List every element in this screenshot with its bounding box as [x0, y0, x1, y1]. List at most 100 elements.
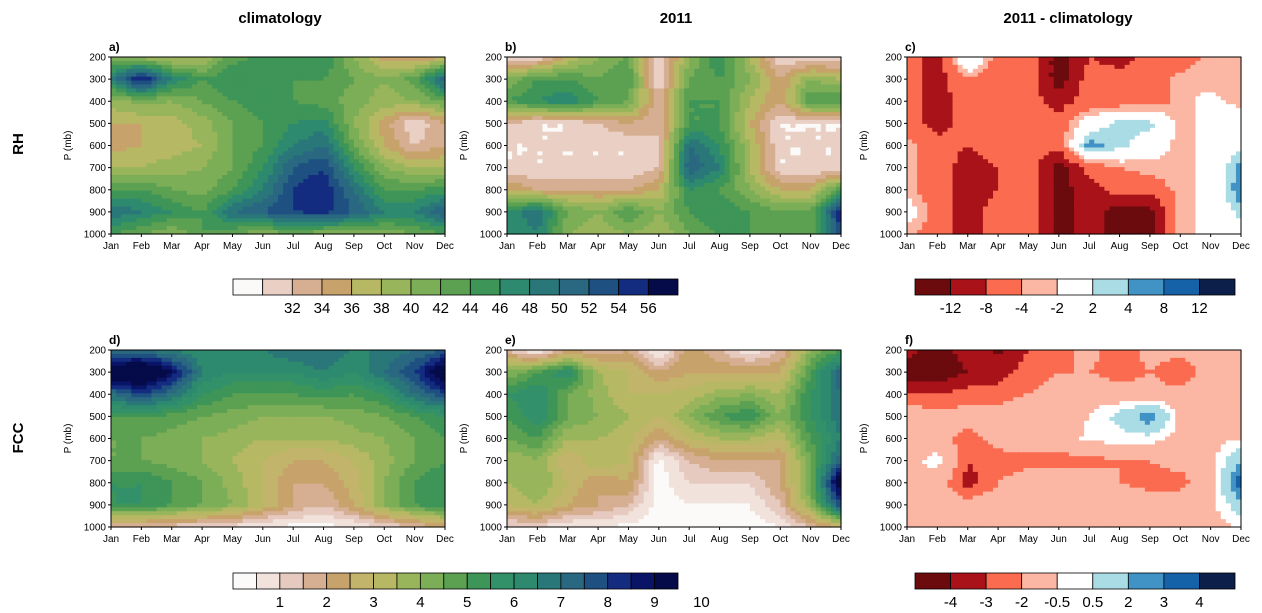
contour-cell	[404, 96, 411, 101]
contour-cell	[176, 108, 183, 113]
contour-cell	[252, 100, 259, 105]
contour-cell	[790, 171, 797, 176]
contour-cell	[176, 159, 183, 164]
contour-cell	[126, 163, 132, 168]
contour-cell	[358, 151, 365, 156]
contour-cell	[572, 64, 579, 70]
contour-cell	[603, 68, 609, 74]
contour-cell	[313, 218, 320, 223]
contour-cell	[293, 143, 299, 149]
contour-cell	[582, 100, 589, 105]
contour-cell	[552, 88, 559, 93]
contour-cell	[694, 116, 700, 121]
contour-cell	[303, 206, 309, 211]
contour-cell	[439, 104, 446, 109]
contour-cell	[719, 151, 726, 156]
contour-cell	[161, 104, 168, 109]
contour-cell	[267, 76, 274, 82]
contour-cell	[424, 194, 431, 200]
contour-cell	[805, 112, 812, 117]
contour-cell	[815, 108, 822, 113]
contour-cell	[439, 218, 446, 223]
contour-cell	[161, 143, 168, 149]
contour-cell	[830, 72, 837, 78]
contour-cell	[552, 123, 559, 129]
contour-cell	[217, 116, 223, 121]
contour-cell	[765, 100, 771, 105]
contour-cell	[542, 112, 549, 117]
contour-cell	[598, 116, 604, 121]
contour-cell	[111, 123, 117, 129]
contour-cell	[547, 159, 554, 164]
contour-cell	[181, 84, 188, 90]
contour-cell	[643, 119, 650, 125]
contour-cell	[409, 80, 416, 86]
contour-cell	[775, 155, 781, 160]
contour-cell	[343, 151, 350, 156]
contour-cell	[288, 182, 294, 188]
contour-cell	[749, 108, 756, 113]
contour-cell	[156, 84, 163, 90]
contour-cell	[176, 226, 183, 231]
contour-cell	[298, 159, 304, 164]
contour-cell	[217, 96, 223, 101]
contour-cell	[409, 147, 416, 152]
contour-cell	[166, 171, 173, 176]
contour-cell	[181, 155, 188, 160]
contour-cell	[820, 119, 827, 125]
contour-cell	[790, 92, 797, 97]
contour-cell	[668, 80, 675, 86]
contour-cell	[288, 76, 294, 82]
contour-cell	[613, 155, 619, 160]
contour-cell	[674, 151, 680, 156]
contour-cell	[288, 108, 294, 113]
contour-cell	[547, 112, 554, 117]
contour-cell	[237, 182, 244, 188]
contour-cell	[684, 127, 690, 133]
contour-cell	[567, 108, 574, 113]
contour-cell	[121, 135, 127, 141]
contour-cell	[684, 147, 690, 152]
contour-cell	[328, 88, 335, 93]
contour-cell	[598, 147, 604, 152]
contour-cell	[419, 198, 426, 204]
contour-cell	[212, 163, 218, 168]
contour-cell	[364, 178, 370, 184]
contour-cell	[323, 182, 330, 188]
contour-cell	[714, 64, 721, 70]
contour-cell	[507, 80, 513, 86]
contour-cell	[527, 96, 533, 101]
contour-cell	[724, 119, 731, 125]
contour-cell	[116, 143, 122, 149]
contour-cell	[197, 76, 203, 82]
contour-cell	[267, 131, 274, 137]
contour-cell	[805, 60, 812, 66]
contour-cell	[734, 151, 741, 156]
contour-cell	[181, 198, 188, 204]
contour-cell	[136, 178, 142, 184]
contour-cell	[369, 163, 375, 168]
contour-cell	[364, 202, 370, 208]
contour-cell	[202, 64, 208, 70]
contour-cell	[186, 116, 193, 121]
contour-cell	[653, 131, 660, 137]
contour-cell	[394, 57, 401, 62]
contour-cell	[141, 230, 148, 235]
contour-cell	[247, 230, 254, 235]
contour-cell	[684, 163, 690, 168]
contour-cell	[394, 60, 401, 66]
contour-cell	[171, 100, 178, 105]
contour-cell	[562, 100, 569, 105]
contour-cell	[374, 123, 380, 129]
contour-cell	[805, 96, 812, 101]
contour-cell	[237, 151, 244, 156]
column-title-2011: 2011	[660, 10, 693, 27]
contour-cell	[161, 190, 168, 196]
contour-cell	[242, 198, 249, 204]
contour-cell	[197, 190, 203, 196]
contour-cell	[303, 108, 309, 113]
contour-cell	[161, 57, 168, 62]
contour-cell	[434, 186, 441, 192]
contour-cell	[795, 123, 802, 129]
contour-cell	[532, 119, 538, 125]
